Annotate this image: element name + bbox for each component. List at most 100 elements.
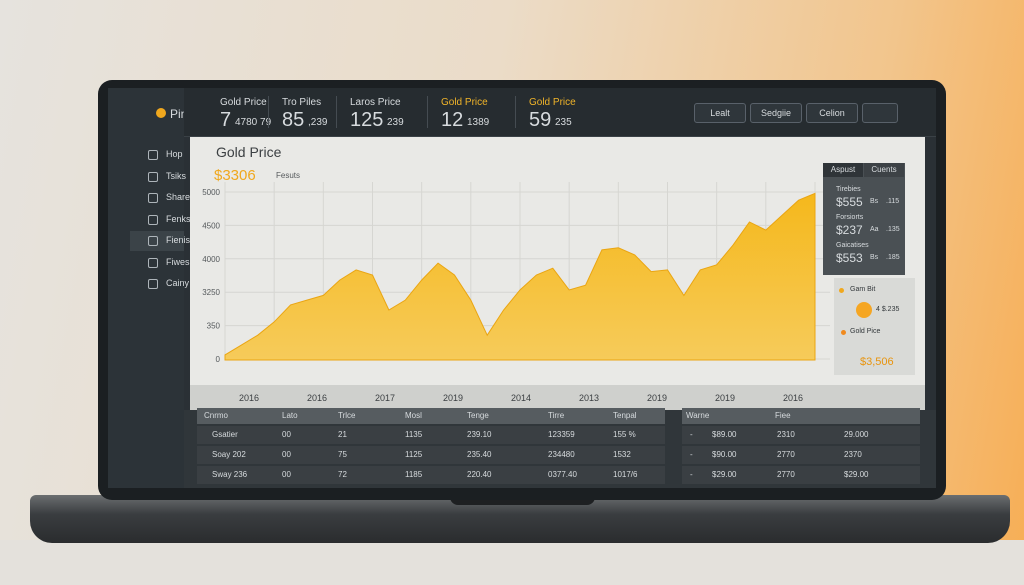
table-cell: - xyxy=(690,450,693,459)
stat-value: 12 xyxy=(441,109,464,131)
stat-divider xyxy=(268,96,269,128)
nav-icon xyxy=(148,257,158,268)
chart-price-note: Fesuts xyxy=(276,171,301,180)
table-cell: 2770 xyxy=(777,450,795,459)
y-tick-label: 0 xyxy=(216,355,221,364)
chart: 5000 4500 4000 3250 350 0 2016 2016 2017 2019 2014… xyxy=(190,182,925,410)
stat-divider xyxy=(515,96,516,128)
panel-item-change: .185 xyxy=(886,254,900,261)
stat-label: Tro Piles xyxy=(282,97,322,108)
table-cell: 239.10 xyxy=(467,430,492,439)
stat-value: 59 xyxy=(529,109,552,131)
table-cell: 234480 xyxy=(548,450,575,459)
x-tick-label: 2016 xyxy=(307,393,327,403)
panel-total: $3,506 xyxy=(860,356,894,368)
menu-button[interactable] xyxy=(862,103,898,123)
panel-item-change: .135 xyxy=(886,226,900,233)
toolbar-button[interactable]: Lealt xyxy=(694,103,746,123)
x-axis-strip xyxy=(190,385,925,410)
nav-item[interactable]: Fenks xyxy=(166,213,191,224)
panel-tab[interactable]: Aspust xyxy=(823,163,863,177)
stat-sub: 239 xyxy=(387,117,404,128)
panel-item-value: $237 xyxy=(836,223,863,237)
stat-divider xyxy=(427,96,428,128)
panel-item-note: Aa xyxy=(870,226,879,233)
chart-title: Gold Price xyxy=(216,144,282,160)
table-cell: 72 xyxy=(338,470,347,479)
table-cell: 21 xyxy=(338,430,347,439)
table-cell: 2310 xyxy=(777,430,795,439)
nav-item[interactable]: Tsiks xyxy=(166,170,186,181)
chart-price: $3306 xyxy=(214,167,256,184)
panel-item-value: $555 xyxy=(836,195,863,209)
table-cell: Sway 236 xyxy=(212,470,248,479)
stat-value: 125 xyxy=(350,109,384,131)
stat-sub: 4780 79 xyxy=(235,117,272,128)
x-tick-label: 2019 xyxy=(715,393,735,403)
x-tick-label: 2017 xyxy=(375,393,395,403)
panel-item-note: Bs xyxy=(870,254,879,261)
table-row-bg xyxy=(682,466,920,484)
table-cell: $89.00 xyxy=(712,430,737,439)
table-cell: 2370 xyxy=(844,450,862,459)
stat-divider xyxy=(336,96,337,128)
stat-value: 7 xyxy=(220,109,232,131)
legend-label: Gold Pice xyxy=(850,328,881,335)
legend-dot xyxy=(841,330,846,335)
panel-item-note: Bs xyxy=(870,198,879,205)
x-tick-label: 2013 xyxy=(579,393,599,403)
toolbar-button[interactable]: Sedgiie xyxy=(750,103,802,123)
table-cell: 00 xyxy=(282,470,291,479)
table-cell: 123359 xyxy=(548,430,575,439)
table-row-bg xyxy=(682,446,920,464)
panel-item-label: Tirebies xyxy=(836,186,861,193)
y-tick-label: 3250 xyxy=(202,288,220,297)
table-row-bg xyxy=(197,446,665,464)
table-row-bg xyxy=(197,466,665,484)
panel-tab[interactable]: Cuents xyxy=(864,163,904,177)
x-tick-label: 2014 xyxy=(511,393,531,403)
table-cell: 75 xyxy=(338,450,347,459)
panel-item-label: Forsiorts xyxy=(836,214,864,221)
table-cell: - xyxy=(690,470,693,479)
table-cell: 1135 xyxy=(405,430,423,439)
x-tick-label: 2016 xyxy=(239,393,259,403)
legend-value: 4 $.235 xyxy=(876,306,900,313)
top-bar: Gold Price 7 4780 79 Tro Piles 85,239 Laros P… xyxy=(184,88,936,137)
table-cell: 1017/6 xyxy=(613,470,638,479)
y-tick-label: 350 xyxy=(207,322,221,331)
table-header: Tenpal xyxy=(613,411,637,420)
table-cell: Soay 202 xyxy=(212,450,246,459)
side-panel xyxy=(823,163,905,275)
stat-sub: 235 xyxy=(555,117,572,128)
nav-item[interactable]: Fienis xyxy=(166,235,191,245)
table-header: Lato xyxy=(282,411,298,420)
table-cell: 2770 xyxy=(777,470,795,479)
nav-item[interactable]: Fiwes xyxy=(166,256,190,267)
table-cell: 1125 xyxy=(405,450,423,459)
y-tick-label: 5000 xyxy=(202,188,220,197)
table-cell: 1532 xyxy=(613,450,631,459)
nav-item[interactable]: Share xyxy=(166,192,191,202)
table-cell: 29.000 xyxy=(844,430,869,439)
nav-icon xyxy=(148,171,158,182)
nav-icon xyxy=(148,236,158,246)
table-cell: 235.40 xyxy=(467,450,492,459)
table-row-bg xyxy=(197,426,665,444)
table-cell: 00 xyxy=(282,430,291,439)
table-cell: $29.00 xyxy=(712,470,737,479)
table-header-bg xyxy=(197,408,665,424)
nav-item[interactable]: Hop xyxy=(166,149,183,159)
stat-label: Gold Price xyxy=(220,97,267,108)
legend-label: Gam Bit xyxy=(850,286,876,293)
toolbar-button[interactable]: Celion xyxy=(806,103,858,123)
stat-sub: ,239 xyxy=(308,117,328,128)
nav-item[interactable]: Cainy xyxy=(166,278,190,288)
legend-panel xyxy=(834,278,915,375)
x-tick-label: 2019 xyxy=(647,393,667,403)
table-cell: 220.40 xyxy=(467,470,492,479)
nav-icon xyxy=(148,214,158,225)
table-header: Mosl xyxy=(405,411,422,420)
table-header: Trlce xyxy=(338,411,356,420)
